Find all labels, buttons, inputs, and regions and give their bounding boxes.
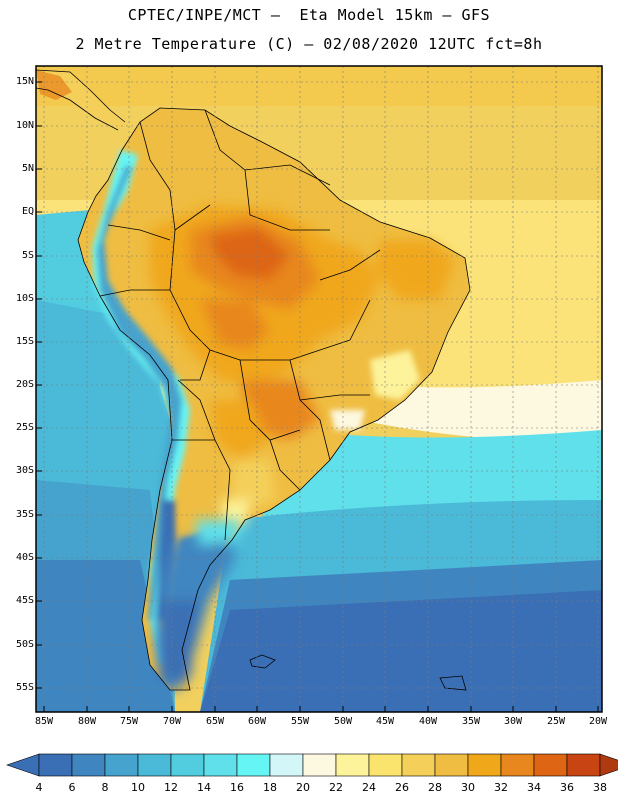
lon-label: 30W xyxy=(503,716,523,727)
colorbar-label: 32 xyxy=(494,781,508,794)
colorbar-label: 8 xyxy=(101,781,109,794)
lon-label: 40W xyxy=(418,716,438,727)
colorbar-segment xyxy=(368,753,403,777)
colorbar-label: 28 xyxy=(428,781,442,794)
falklands-islands xyxy=(249,654,276,669)
se-brazil-highlands xyxy=(330,350,420,430)
lat-label: 40S xyxy=(15,552,34,563)
coastlines-and-borders xyxy=(36,69,471,691)
axis-ticks xyxy=(36,81,599,712)
colorbar-segment xyxy=(401,753,436,777)
colorbar-segment xyxy=(269,753,304,777)
gridlines xyxy=(36,66,602,712)
colorbar-label: 26 xyxy=(395,781,409,794)
south-georgia xyxy=(439,675,467,691)
colorbar-label: 36 xyxy=(560,781,574,794)
ocean-caribbean xyxy=(36,66,602,106)
land-warm-core xyxy=(150,205,455,525)
colorbar-label: 12 xyxy=(164,781,178,794)
colorbar-segment xyxy=(434,753,469,777)
colorbar-label: 10 xyxy=(131,781,145,794)
lat-label: 25S xyxy=(15,422,34,433)
colorbar-label: 34 xyxy=(527,781,541,794)
map-title-line1: CPTEC/INPE/MCT – Eta Model 15km – GFS xyxy=(127,6,491,24)
temperature-field xyxy=(36,66,602,712)
colorbar-segment xyxy=(104,753,139,777)
colorbar-label: 24 xyxy=(362,781,376,794)
colorbar-segment xyxy=(236,753,271,777)
colorbar-label: 16 xyxy=(230,781,244,794)
colorbar-segment xyxy=(203,753,238,777)
colorbar-label: 14 xyxy=(197,781,211,794)
lat-label: 15S xyxy=(15,336,34,347)
colorbar-arrow-low xyxy=(6,753,40,777)
lon-label: 55W xyxy=(290,716,310,727)
ocean-far-south-pacific xyxy=(36,560,175,712)
lon-label: 25W xyxy=(546,716,566,727)
colorbar-segment xyxy=(566,753,601,777)
lat-label: 45S xyxy=(15,595,34,606)
colorbar-arrow-high xyxy=(599,753,618,777)
lon-label: 35W xyxy=(461,716,481,727)
colorbar-segment xyxy=(467,753,502,777)
lon-label: 65W xyxy=(205,716,225,727)
lon-label: 70W xyxy=(162,716,182,727)
lon-label: 75W xyxy=(119,716,139,727)
colorbar-segment xyxy=(335,753,370,777)
colorbar-label: 6 xyxy=(68,781,76,794)
colorbar-segment xyxy=(500,753,535,777)
colorbar-label: 18 xyxy=(263,781,277,794)
lon-label: 20W xyxy=(588,716,608,727)
colorbar-label: 4 xyxy=(35,781,43,794)
colorbar-segment xyxy=(38,753,73,777)
colorbar-label: 20 xyxy=(296,781,310,794)
colorbar-segment xyxy=(71,753,106,777)
map-title-line2: 2 Metre Temperature (C) – 02/08/2020 12U… xyxy=(75,35,543,53)
colorbar-segment xyxy=(137,753,172,777)
map-frame xyxy=(35,65,603,713)
lat-label: 10N xyxy=(15,120,34,131)
lat-label: 50S xyxy=(15,639,34,650)
lat-label: 30S xyxy=(15,465,34,476)
central-america-interior xyxy=(36,70,72,100)
lon-label: 80W xyxy=(77,716,97,727)
colorbar xyxy=(6,753,618,777)
colorbar-label: 38 xyxy=(593,781,607,794)
colorbar-segment xyxy=(302,753,337,777)
lat-label: 35S xyxy=(15,509,34,520)
lat-label: 55S xyxy=(15,682,34,693)
lat-label: 20S xyxy=(15,379,34,390)
lon-label: 85W xyxy=(34,716,54,727)
lat-label: 15N xyxy=(15,76,34,87)
lat-label: 10S xyxy=(15,293,34,304)
lat-label: 5S xyxy=(21,250,34,261)
lat-label: EQ xyxy=(21,206,34,217)
lon-label: 60W xyxy=(247,716,267,727)
ocean-southern xyxy=(200,590,602,712)
lon-label: 50W xyxy=(333,716,353,727)
colorbar-label: 22 xyxy=(329,781,343,794)
colorbar-label: 30 xyxy=(461,781,475,794)
lon-label: 45W xyxy=(375,716,395,727)
colorbar-segment xyxy=(170,753,205,777)
lat-label: 5N xyxy=(21,163,34,174)
colorbar-segment xyxy=(533,753,568,777)
